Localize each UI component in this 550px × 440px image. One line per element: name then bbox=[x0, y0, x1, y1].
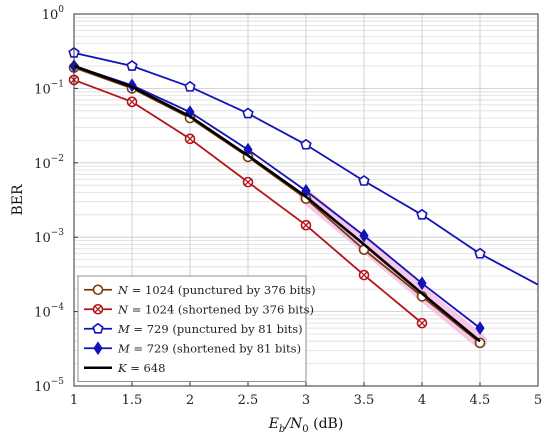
x-axis-title: Eb/N0 (dB) bbox=[268, 416, 344, 435]
x-tick-label: 1.5 bbox=[122, 393, 143, 408]
data-point bbox=[358, 269, 370, 281]
legend-item: N = 1024 (shortened by 376 bits) bbox=[84, 302, 314, 316]
x-tick-labels: 1 1.5 2 2.5 3 3.5 4 4.5 5 bbox=[70, 382, 542, 408]
x-tick-label: 2 bbox=[186, 393, 194, 408]
data-point bbox=[300, 138, 312, 150]
legend-label: N = 1024 (shortened by 376 bits) bbox=[117, 302, 314, 316]
y-tick-label: 10−5 bbox=[34, 377, 64, 395]
legend: N = 1024 (punctured by 376 bits) N = 1024… bbox=[77, 275, 316, 382]
y-tick-label: 10−3 bbox=[34, 228, 64, 246]
data-point bbox=[242, 176, 254, 188]
y-tick-label: 10−2 bbox=[34, 154, 64, 172]
data-point bbox=[184, 133, 196, 145]
y-tick-label: 10−1 bbox=[34, 79, 64, 97]
x-tick-label: 4 bbox=[418, 393, 426, 408]
series-5 bbox=[73, 64, 481, 343]
series-line bbox=[73, 65, 481, 329]
y-axis-title: BER bbox=[10, 184, 26, 216]
legend-item: K = 648 bbox=[84, 361, 166, 375]
data-point bbox=[242, 107, 254, 119]
data-point bbox=[300, 219, 312, 231]
legend-label: K = 648 bbox=[117, 361, 166, 375]
legend-box bbox=[77, 275, 307, 382]
x-tick-label: 5 bbox=[534, 393, 542, 408]
data-point bbox=[417, 276, 427, 291]
legend-label: M = 729 (shortened by 81 bits) bbox=[117, 341, 301, 355]
y-tick-label: 100 bbox=[42, 5, 65, 23]
legend-item: N = 1024 (punctured by 376 bits) bbox=[84, 283, 316, 297]
data-point bbox=[184, 80, 196, 92]
legend-item: M = 729 (shortened by 81 bits) bbox=[84, 341, 301, 355]
data-point bbox=[92, 303, 104, 315]
x-tick-label: 3 bbox=[302, 393, 310, 408]
data-point bbox=[92, 322, 104, 334]
x-tick-label: 1 bbox=[70, 393, 78, 408]
x-tick-label: 2.5 bbox=[238, 393, 259, 408]
legend-label: M = 729 (punctured by 81 bits) bbox=[117, 322, 303, 336]
data-point bbox=[359, 228, 369, 243]
data-point bbox=[416, 317, 428, 329]
legend-item: M = 729 (punctured by 81 bits) bbox=[84, 322, 303, 336]
data-point bbox=[474, 247, 486, 259]
data-point bbox=[92, 284, 104, 296]
data-point bbox=[126, 60, 138, 71]
series-line bbox=[73, 64, 481, 343]
x-tick-label: 4.5 bbox=[470, 393, 491, 408]
y-tick-labels: 100 10−1 10−2 10−3 10−4 10−5 bbox=[34, 5, 78, 395]
legend-label: N = 1024 (punctured by 376 bits) bbox=[117, 283, 316, 297]
series-line bbox=[73, 66, 481, 344]
data-point bbox=[475, 321, 485, 336]
y-tick-label: 10−4 bbox=[34, 303, 64, 321]
data-point bbox=[416, 208, 428, 220]
data-point bbox=[93, 341, 103, 356]
x-tick-label: 3.5 bbox=[354, 393, 375, 408]
data-point bbox=[126, 96, 138, 108]
data-point bbox=[358, 174, 370, 186]
